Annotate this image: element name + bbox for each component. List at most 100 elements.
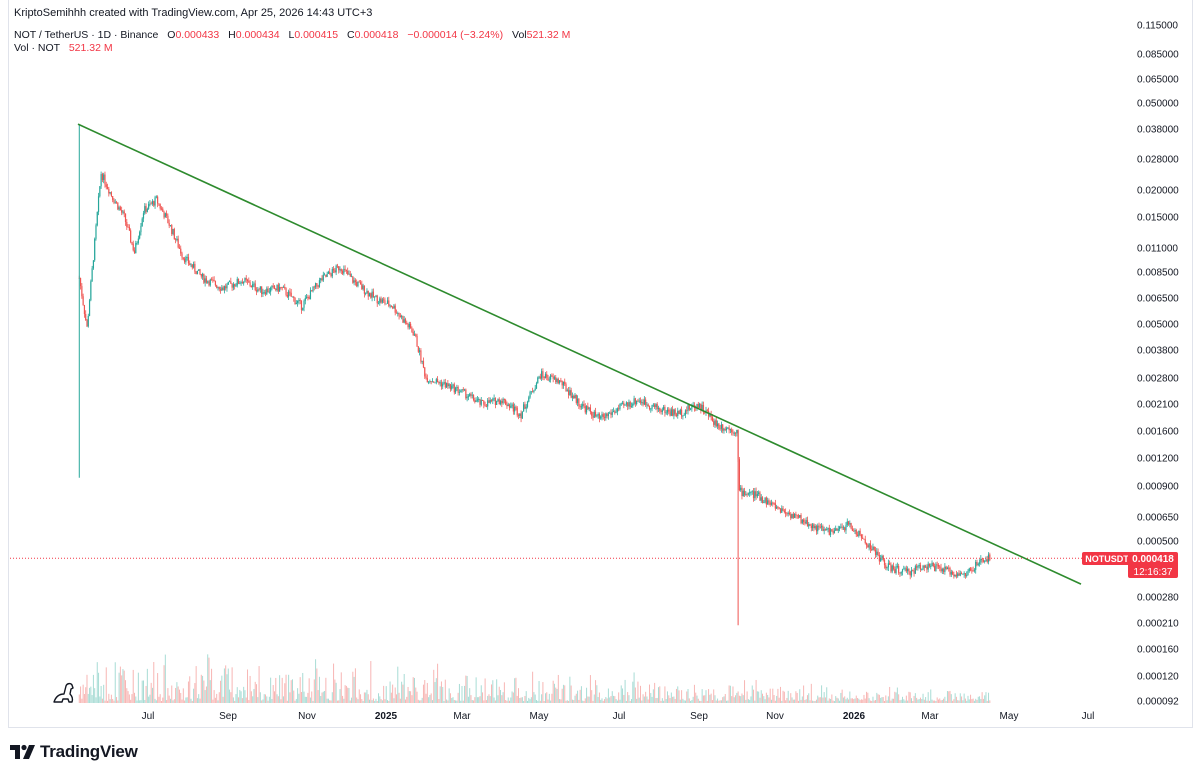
- candle-body: [390, 305, 392, 308]
- volume-bar: [424, 680, 426, 703]
- candle-body: [770, 502, 773, 505]
- candle-body: [493, 397, 495, 399]
- volume-bar: [880, 697, 882, 703]
- volume-bar: [946, 691, 948, 703]
- trendline[interactable]: [77, 123, 1082, 585]
- candle-body: [222, 287, 224, 291]
- candle-body: [817, 525, 819, 532]
- candle-body: [569, 390, 571, 395]
- candle-body: [424, 367, 426, 377]
- volume-bar: [217, 700, 219, 703]
- volume-bar: [298, 693, 300, 703]
- candle-body: [623, 402, 625, 406]
- candle-body: [871, 549, 873, 551]
- candle-body: [475, 400, 477, 403]
- volume-bar: [250, 691, 252, 703]
- candle-body: [297, 301, 299, 303]
- volume-bar: [819, 697, 821, 703]
- candle-body: [822, 526, 824, 531]
- volume-bar: [873, 700, 875, 703]
- candle-body: [398, 313, 400, 316]
- tradingview-footer[interactable]: TradingView: [10, 742, 138, 762]
- time-axis[interactable]: Jul Sep Nov 2025 Mar May Jul Sep Nov 2026 Mar May Ju…: [142, 711, 1095, 722]
- candle-body: [484, 404, 486, 406]
- candle-body: [335, 265, 337, 273]
- candle-body: [434, 382, 436, 384]
- candle-body: [327, 271, 330, 274]
- volume-bar: [383, 685, 385, 703]
- volume-bar: [577, 690, 579, 703]
- candle-body: [576, 398, 579, 403]
- volume-bar: [781, 700, 783, 703]
- volume-bar: [231, 667, 233, 703]
- volume-bar: [557, 674, 559, 703]
- candle-body: [940, 567, 942, 572]
- candle-body: [778, 507, 780, 509]
- volume-bar: [935, 700, 937, 703]
- volume-bar: [955, 696, 957, 703]
- volume-bar: [166, 700, 168, 703]
- volume-bar: [975, 698, 977, 703]
- candle-body: [218, 286, 220, 290]
- volume-bar: [516, 695, 518, 703]
- price-axis[interactable]: 0.115000 0.085000 0.065000 0.050000 0.038000…: [1137, 21, 1179, 708]
- candle-body: [655, 404, 657, 407]
- candle-body: [596, 415, 598, 417]
- volume-bar: [119, 666, 121, 703]
- volume-bar: [366, 689, 368, 703]
- volume-bar: [315, 659, 317, 703]
- candle-body: [749, 492, 751, 494]
- candle-body: [805, 520, 807, 524]
- volume-bar: [397, 666, 399, 703]
- volume-bar: [155, 700, 157, 703]
- candle-body: [139, 232, 141, 239]
- candle-body: [212, 279, 214, 281]
- volume-bar: [889, 686, 891, 703]
- candle-body: [804, 521, 806, 524]
- candle-body: [874, 549, 877, 555]
- volume-bar: [768, 697, 770, 703]
- candle-body: [250, 285, 252, 288]
- volume-bar: [365, 692, 367, 703]
- candle-body: [463, 389, 466, 391]
- candle-body: [800, 515, 802, 524]
- volume-bar: [568, 700, 570, 703]
- candle-body: [271, 285, 273, 288]
- volume-bar: [682, 698, 684, 703]
- candle-body: [195, 271, 197, 275]
- candle-body: [648, 406, 651, 409]
- volume-bar: [619, 699, 621, 703]
- candle-body: [532, 391, 534, 393]
- volume-bar: [339, 689, 341, 703]
- volume-bar: [322, 691, 324, 703]
- candle-body: [454, 387, 457, 393]
- symbol-name[interactable]: NOT / TetherUS · 1D · Binance: [14, 29, 159, 41]
- volume-bar: [177, 686, 179, 703]
- candle-body: [837, 529, 839, 531]
- candle-body: [989, 554, 991, 561]
- volume-bar: [637, 681, 639, 703]
- candle-body: [711, 416, 714, 422]
- volume-bar: [289, 692, 291, 703]
- volume-bar: [89, 687, 91, 703]
- volume-bar: [118, 672, 120, 703]
- price-tick-label: 0.038000: [1137, 125, 1179, 136]
- candle-body: [650, 408, 652, 410]
- candle-body: [325, 274, 327, 277]
- candle-body: [664, 406, 666, 413]
- candle-body: [530, 391, 532, 393]
- volume-bar: [511, 691, 513, 703]
- candle-body: [601, 414, 603, 417]
- candle-body: [625, 402, 627, 405]
- candle-body: [691, 405, 693, 409]
- candle-body: [831, 529, 833, 531]
- candle-body: [815, 526, 818, 532]
- candle-body: [209, 279, 211, 286]
- price-tick-label: 0.006500: [1137, 294, 1179, 305]
- volume-indicator-name[interactable]: Vol · NOT: [14, 42, 60, 54]
- volume-bar: [430, 693, 432, 703]
- candle-body: [236, 278, 238, 286]
- volume-bar: [841, 689, 843, 703]
- candle-body: [472, 394, 475, 400]
